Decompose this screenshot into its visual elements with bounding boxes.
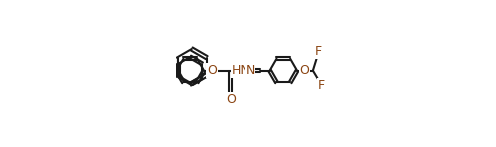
Text: F: F bbox=[315, 45, 322, 58]
Text: O: O bbox=[207, 64, 217, 77]
Text: F: F bbox=[318, 78, 325, 92]
Text: N: N bbox=[246, 64, 255, 77]
Text: O: O bbox=[299, 64, 309, 77]
Text: O: O bbox=[226, 93, 236, 106]
Text: HN: HN bbox=[232, 64, 250, 77]
